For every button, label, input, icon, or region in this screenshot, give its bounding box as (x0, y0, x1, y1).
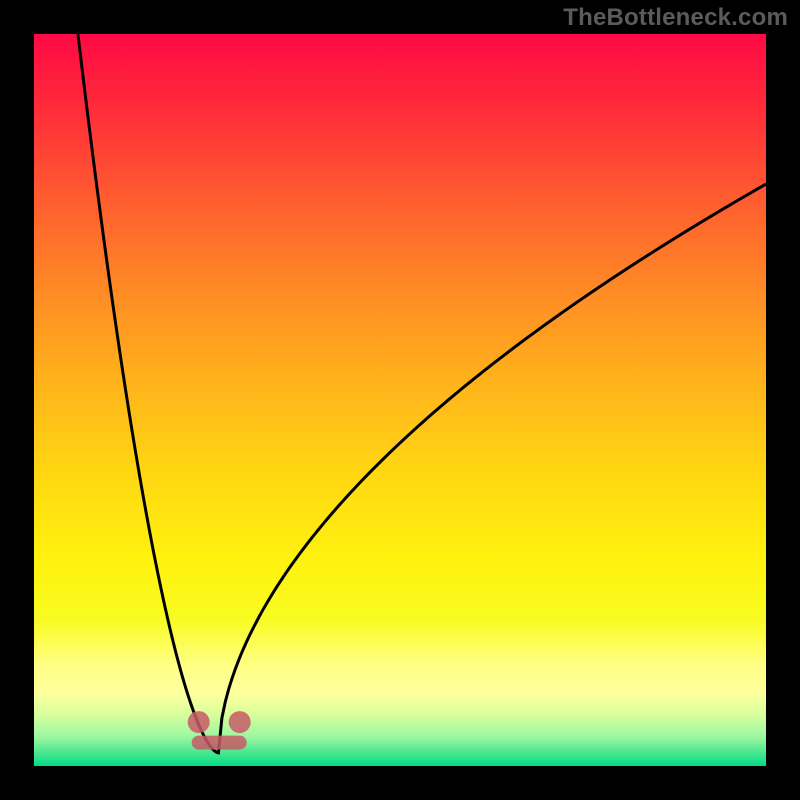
bottleneck-chart: TheBottleneck.com (0, 0, 800, 800)
chart-canvas (0, 0, 800, 800)
plot-background (34, 34, 766, 766)
